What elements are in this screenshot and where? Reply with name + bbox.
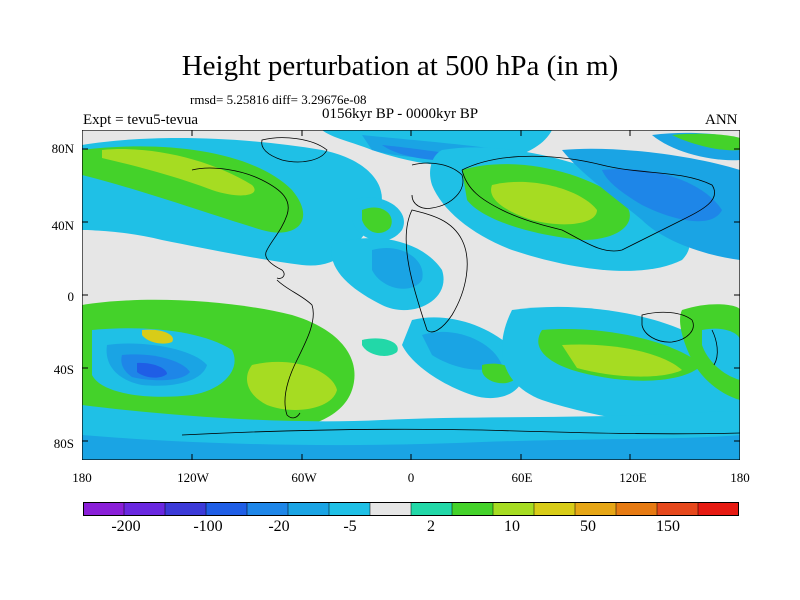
lat-label-80n: 80N: [51, 141, 74, 156]
colorbar-cell: [164, 502, 207, 516]
lon-label-60w: 60W: [291, 470, 317, 485]
colorbar-cell: [410, 502, 453, 516]
colorbar-cell: [328, 502, 371, 516]
colorbar: [83, 502, 739, 516]
colorbar-cell: [287, 502, 330, 516]
colorbar-label: -200: [111, 518, 141, 535]
lat-label-40s: 40S: [53, 362, 74, 377]
colorbar-cell: [451, 502, 494, 516]
colorbar-label: -20: [268, 518, 290, 535]
stats-text: rmsd= 5.25816 diff= 3.29676e-08: [190, 92, 367, 107]
colorbar-label: 2: [427, 518, 435, 535]
lon-label-0: 0: [407, 470, 415, 485]
colorbar-label: -5: [343, 518, 357, 535]
lon-label-60e: 60E: [511, 470, 533, 485]
season-label: ANN: [705, 112, 738, 128]
colorbar-cell: [533, 502, 576, 516]
colorbar-cell: [697, 502, 739, 516]
colorbar-cell: [123, 502, 166, 516]
colorbar-cell: [574, 502, 617, 516]
colorbar-cell: [492, 502, 535, 516]
lat-label-80s: 80S: [53, 436, 74, 451]
experiment-label: Expt = tevu5-tevua: [83, 112, 199, 128]
lon-label-180e: 180: [730, 470, 750, 485]
lat-label-40n: 40N: [51, 218, 74, 233]
colorbar-cell: [615, 502, 658, 516]
colorbar-label: -100: [193, 518, 223, 535]
contour-fill-layer: [82, 130, 740, 460]
colorbar-label: 50: [580, 518, 596, 535]
colorbar-cell: [83, 502, 125, 516]
coastlines: [181, 137, 740, 436]
colorbar-label: 150: [656, 518, 680, 535]
lon-label-120e: 120E: [619, 470, 647, 485]
colorbar-cell: [205, 502, 248, 516]
colorbar-cell: [369, 502, 412, 516]
colorbar-cell: [246, 502, 289, 516]
axis-ticks: [82, 130, 740, 460]
map-plot: [82, 130, 740, 460]
colorbar-cell: [656, 502, 699, 516]
lat-label-0: 0: [67, 289, 75, 304]
lon-label-180w: 180: [72, 470, 92, 485]
period-label: 0156kyr BP - 0000kyr BP: [322, 106, 479, 122]
colorbar-label: 10: [504, 518, 520, 535]
map-title: Height perturbation at 500 hPa (in m): [181, 50, 619, 82]
lon-label-120w: 120W: [177, 470, 209, 485]
